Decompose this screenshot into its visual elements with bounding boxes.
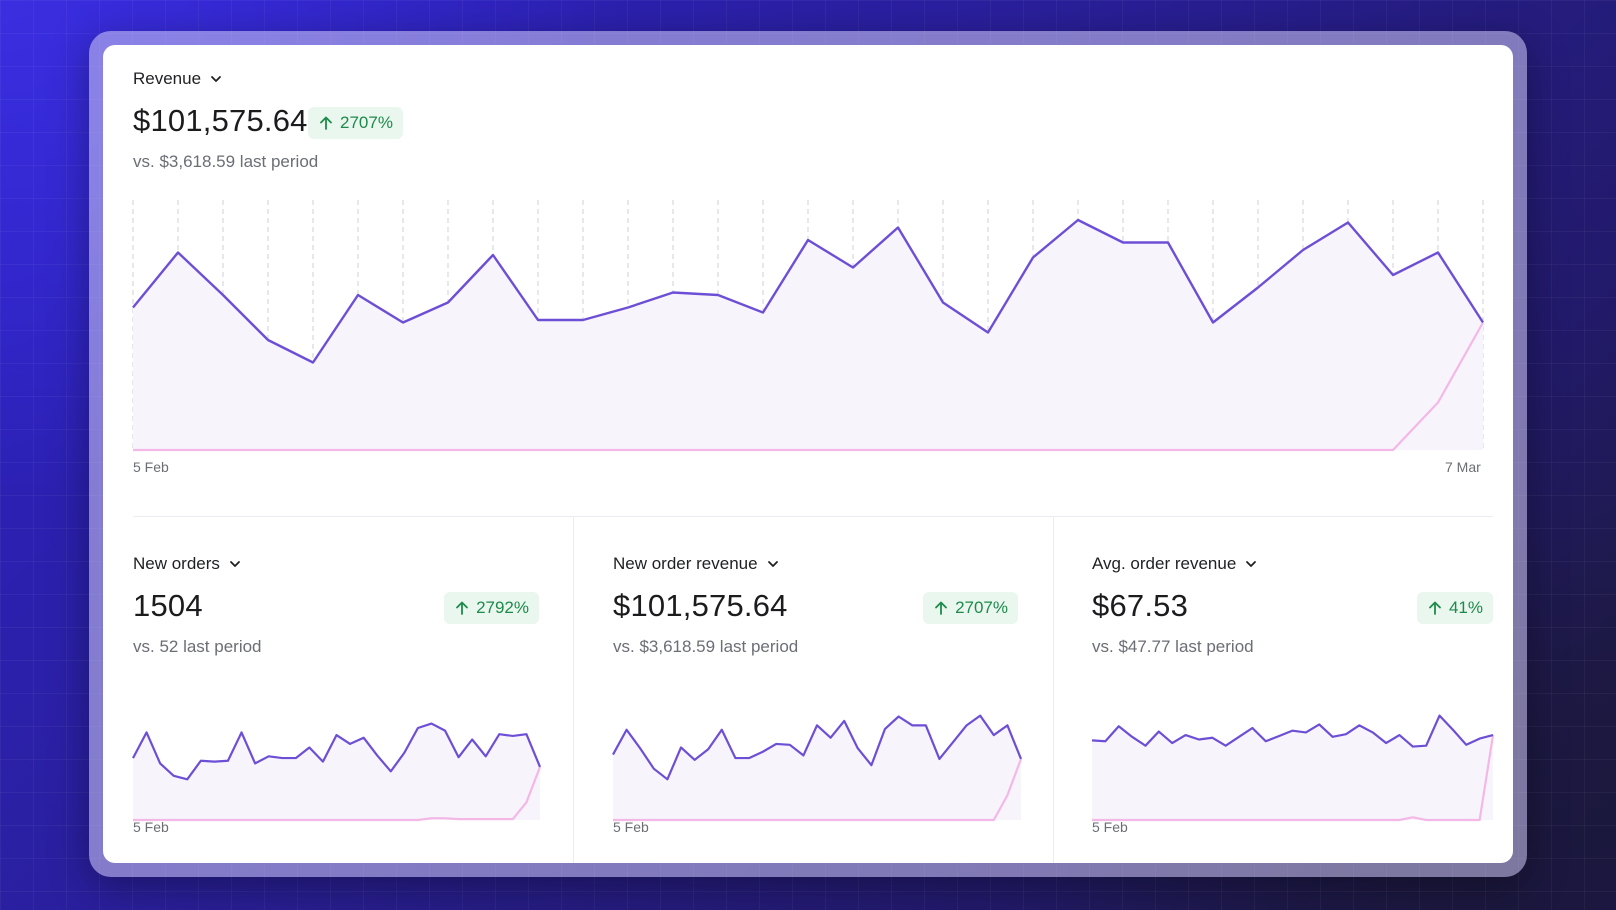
new-order-revenue-sparkline[interactable] <box>612 705 1023 822</box>
chevron-down-icon <box>230 561 240 567</box>
chevron-down-icon <box>1246 561 1257 567</box>
dashboard-card: Revenue $101,575.64 2707% vs. $3,618.59 … <box>103 45 1513 863</box>
avg-order-revenue-selector[interactable]: Avg. order revenue <box>1092 554 1258 574</box>
column-divider <box>573 517 574 863</box>
previous-period-line <box>133 766 542 822</box>
new-orders-value: 1504 <box>133 588 203 623</box>
new-orders-selector[interactable]: New orders <box>133 554 242 574</box>
new-order-revenue-change-badge: 2707% <box>923 592 1018 624</box>
previous-period-line <box>1092 734 1495 822</box>
previous-period-line <box>613 758 1023 822</box>
revenue-change-badge: 2707% <box>308 107 403 139</box>
avg-order-revenue-comparison: vs. $47.77 last period <box>1092 637 1254 656</box>
current-period-area <box>1092 715 1493 820</box>
chevron-down-icon <box>767 561 778 567</box>
new-orders-change-text: 2792% <box>476 598 529 617</box>
revenue-comparison: vs. $3,618.59 last period <box>133 152 319 171</box>
revenue-value: $101,575.64 <box>133 103 308 138</box>
arrow-up-icon <box>320 116 332 130</box>
new-order-revenue-comparison: vs. $3,618.59 last period <box>613 637 799 656</box>
new-order-revenue-x-start-label: 5 Feb <box>613 819 649 835</box>
current-period-line <box>132 218 1485 364</box>
arrow-up-icon <box>456 601 468 615</box>
current-period-area <box>133 220 1483 450</box>
new-order-revenue-change-text: 2707% <box>955 598 1008 617</box>
avg-order-revenue-title: Avg. order revenue <box>1092 554 1237 573</box>
avg-order-revenue-value: $67.53 <box>1092 588 1189 623</box>
current-period-line <box>612 714 1023 781</box>
revenue-change-text: 2707% <box>340 113 393 132</box>
revenue-x-start-label: 5 Feb <box>133 459 169 475</box>
avg-order-revenue-x-start-label: 5 Feb <box>1092 819 1128 835</box>
section-divider <box>133 516 1493 517</box>
arrow-up-icon <box>935 601 947 615</box>
revenue-title: Revenue <box>133 69 202 88</box>
revenue-line-chart[interactable] <box>132 200 1485 452</box>
new-order-revenue-value: $101,575.64 <box>613 588 788 623</box>
chevron-down-icon <box>211 76 221 82</box>
previous-period-line <box>133 321 1484 452</box>
new-orders-sparkline[interactable] <box>132 705 542 822</box>
current-period-line <box>132 722 542 781</box>
new-orders-change-badge: 2792% <box>444 592 539 624</box>
arrow-up-icon <box>1429 601 1441 615</box>
new-order-revenue-selector[interactable]: New order revenue <box>613 554 780 574</box>
new-orders-title: New orders <box>133 554 220 573</box>
current-period-line <box>1091 714 1494 748</box>
avg-order-revenue-change-badge: 41% <box>1416 592 1493 624</box>
revenue-x-end-label: 7 Mar <box>1445 459 1481 475</box>
revenue-metric-selector[interactable]: Revenue <box>133 69 223 89</box>
new-orders-comparison: vs. 52 last period <box>133 637 262 656</box>
new-order-revenue-title: New order revenue <box>613 554 758 573</box>
avg-order-revenue-sparkline[interactable] <box>1091 705 1495 822</box>
current-period-area <box>613 715 1021 820</box>
new-orders-x-start-label: 5 Feb <box>133 819 169 835</box>
column-divider <box>1053 517 1054 863</box>
avg-order-revenue-change-text: 41% <box>1448 598 1483 617</box>
